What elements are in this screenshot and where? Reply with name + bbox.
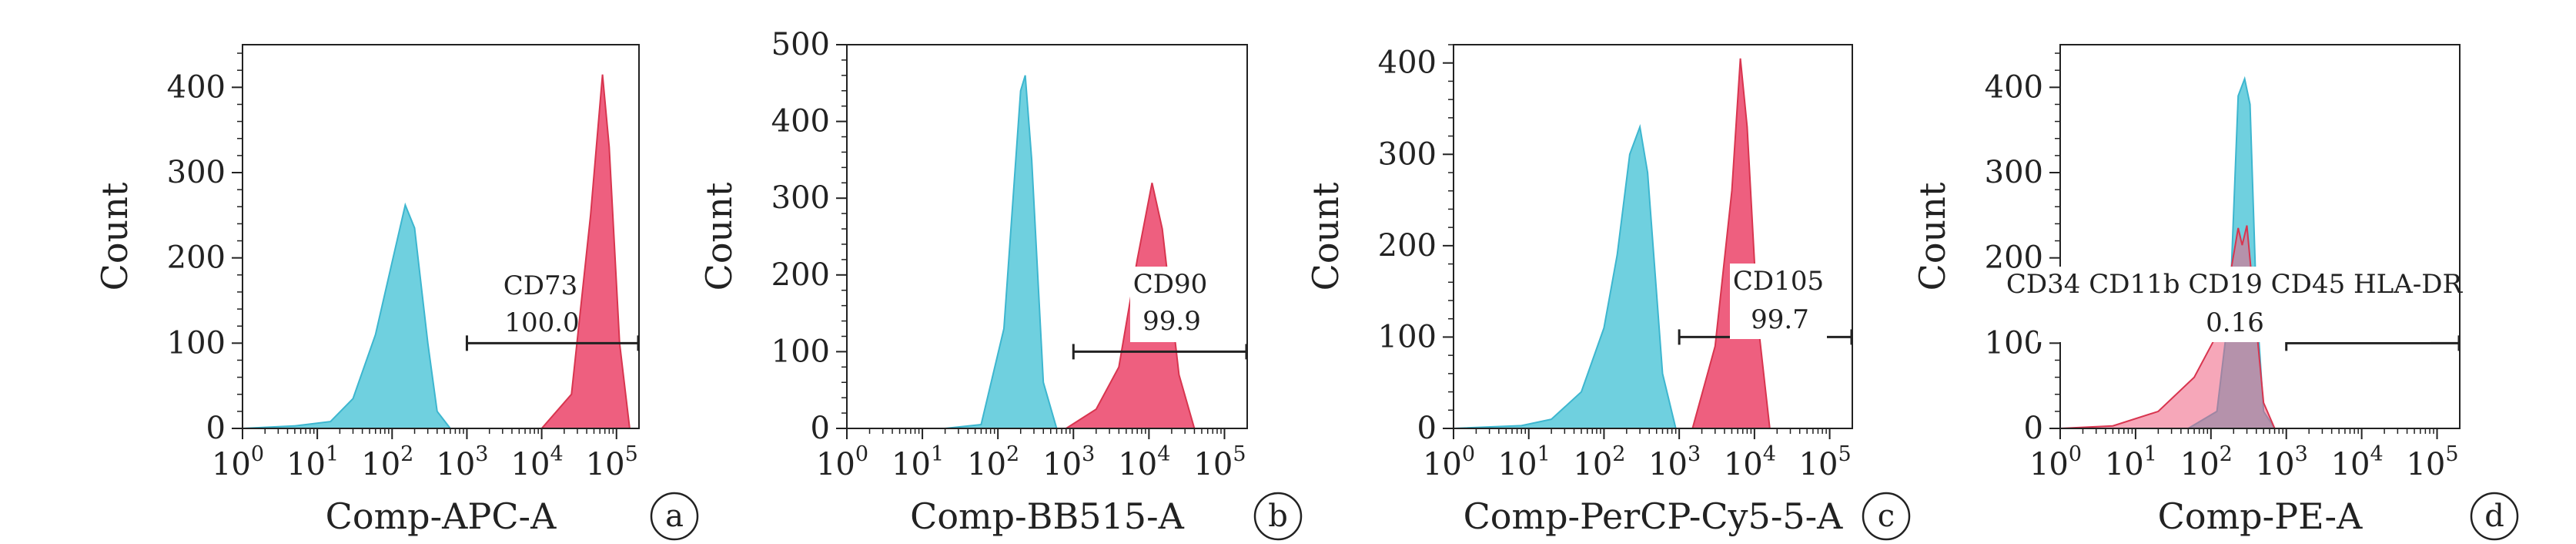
- gate-value: 99.7: [1751, 304, 1809, 335]
- y-tick-label: 100: [1378, 319, 1437, 354]
- marker-histogram: [1691, 58, 1771, 429]
- isotype-histogram: [1453, 123, 1677, 429]
- y-tick-label: 0: [1417, 411, 1437, 446]
- gate-name: CD90: [1133, 269, 1208, 300]
- y-tick-label: 0: [811, 411, 830, 446]
- gate-label-background: [1730, 264, 1827, 339]
- y-tick-label: 400: [1985, 69, 2043, 105]
- x-tick-label: 101: [2105, 442, 2157, 482]
- x-tick-label: 102: [1573, 442, 1625, 482]
- marker-histogram: [540, 74, 631, 429]
- x-tick-label: 102: [967, 442, 1019, 482]
- x-tick-label: 104: [2331, 442, 2384, 482]
- x-tick-label: 101: [286, 442, 339, 482]
- gate-name: CD34 CD11b CD19 CD45 HLA-DR: [2006, 269, 2464, 300]
- y-tick-label: 200: [771, 257, 830, 293]
- y-tick-label: 200: [1378, 228, 1437, 264]
- x-axis-title: Comp-APC-A: [326, 495, 557, 537]
- y-tick-label: 300: [1985, 155, 2043, 190]
- y-tick-label: 400: [1378, 45, 1437, 81]
- y-tick-label: 200: [1985, 240, 2043, 276]
- y-tick-label: 500: [771, 27, 830, 62]
- x-tick-label: 100: [1423, 442, 1475, 482]
- panel-letter-circle: [2470, 492, 2519, 541]
- plot-frame: [2059, 44, 2461, 429]
- x-axis-title: Comp-BB515-A: [910, 495, 1184, 537]
- y-tick-label: 100: [167, 325, 226, 361]
- y-tick-label: 100: [771, 334, 830, 369]
- x-tick-label: 104: [511, 442, 564, 482]
- x-tick-label: 102: [2180, 442, 2233, 482]
- x-tick-label: 104: [1118, 442, 1170, 482]
- x-tick-label: 103: [436, 442, 488, 482]
- gate-value: 0.16: [2206, 307, 2264, 338]
- y-axis-title: Count: [1305, 182, 1347, 290]
- marker-histogram: [2059, 225, 2277, 429]
- y-tick-label: 400: [167, 69, 226, 105]
- y-axis-title: Count: [94, 182, 135, 290]
- x-tick-label: 105: [586, 442, 638, 482]
- y-axis-title: Count: [1912, 182, 1953, 290]
- y-tick-label: 300: [771, 180, 830, 216]
- x-tick-label: 100: [212, 442, 264, 482]
- panel-letter: c: [1878, 499, 1895, 534]
- gate-value: 99.9: [1142, 306, 1201, 337]
- x-tick-label: 100: [816, 442, 868, 482]
- panel-letter: d: [2484, 499, 2504, 534]
- x-axis-title: Comp-PE-A: [2158, 495, 2363, 537]
- y-tick-label: 100: [1985, 325, 2043, 361]
- y-tick-label: 0: [2024, 411, 2043, 446]
- panel-letter: b: [1268, 499, 1288, 534]
- plot-frame: [242, 44, 640, 429]
- panel-letter: a: [665, 499, 684, 534]
- x-axis-title: Comp-PerCP-Cy5-5-A: [1464, 495, 1844, 537]
- x-tick-label: 101: [892, 442, 944, 482]
- y-axis-title: Count: [698, 182, 740, 290]
- gate-label-background: [2038, 267, 2430, 342]
- x-tick-label: 100: [2029, 442, 2082, 482]
- x-tick-label: 105: [1799, 442, 1852, 482]
- gate-label-background: [1130, 267, 1210, 342]
- y-tick-label: 0: [206, 411, 226, 446]
- panel-letter-circle: [650, 492, 699, 541]
- y-tick-label: 200: [167, 240, 226, 276]
- x-tick-label: 102: [361, 442, 413, 482]
- y-tick-label: 300: [1378, 136, 1437, 172]
- y-tick-label: 400: [771, 104, 830, 139]
- x-tick-label: 105: [2406, 442, 2458, 482]
- x-tick-label: 103: [1648, 442, 1701, 482]
- panel-letter-circle: [1862, 492, 1911, 541]
- x-tick-label: 103: [2256, 442, 2308, 482]
- x-tick-label: 101: [1498, 442, 1551, 482]
- gate-value: 100.0: [504, 307, 579, 338]
- panel-letter-circle: [1253, 492, 1303, 541]
- y-tick-label: 300: [167, 155, 226, 190]
- x-tick-label: 104: [1724, 442, 1776, 482]
- plot-frame: [1453, 44, 1853, 429]
- x-tick-label: 103: [1042, 442, 1095, 482]
- x-tick-label: 105: [1193, 442, 1246, 482]
- plot-frame: [846, 44, 1248, 429]
- isotype-histogram: [242, 202, 452, 429]
- gate-name: CD73: [503, 270, 578, 301]
- gate-name: CD105: [1733, 266, 1824, 297]
- isotype-histogram: [847, 75, 1058, 429]
